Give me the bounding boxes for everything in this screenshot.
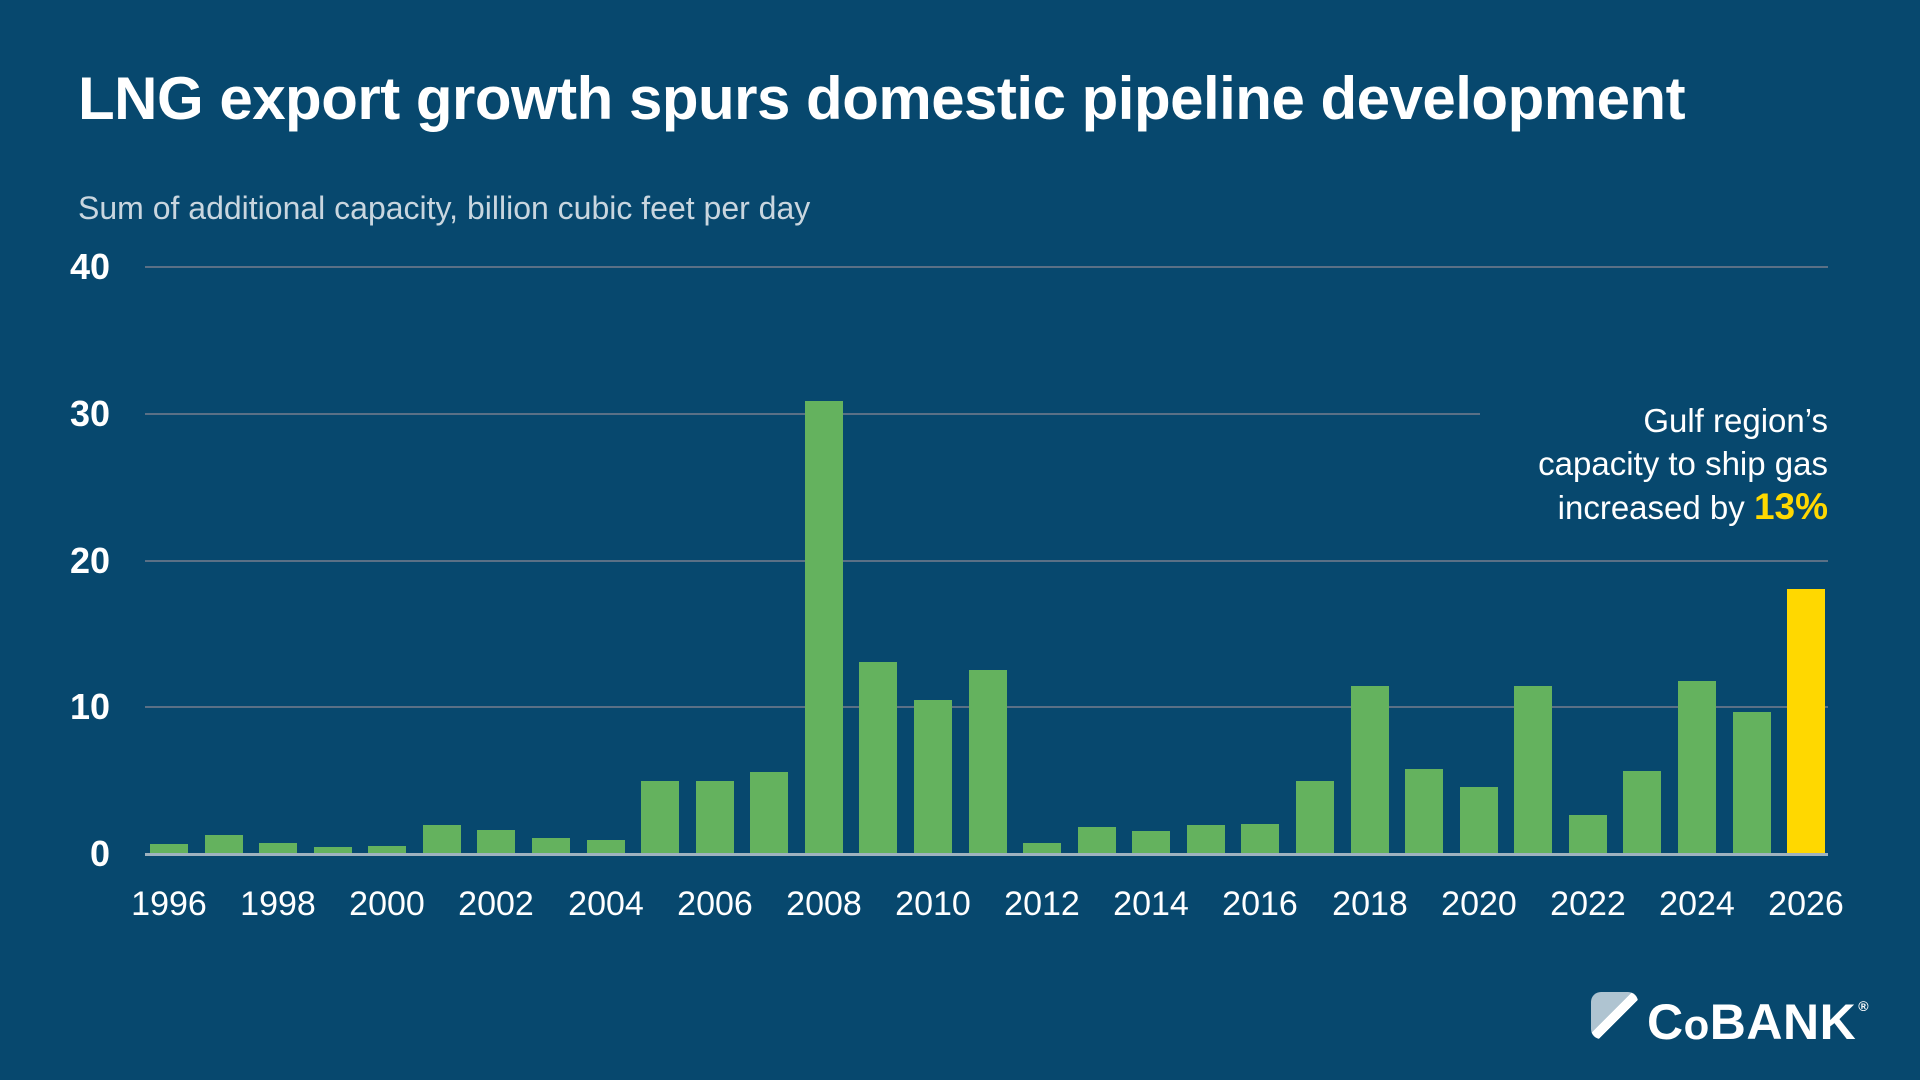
bar-2001 bbox=[423, 825, 461, 853]
bar-2026 bbox=[1787, 589, 1825, 853]
cobank-wordmark: CoBANK ® bbox=[1647, 983, 1869, 1048]
bar-2022 bbox=[1569, 815, 1607, 853]
bar-2024 bbox=[1678, 681, 1716, 853]
x-tick-label-1998: 1998 bbox=[240, 885, 316, 923]
bar-2016 bbox=[1241, 824, 1279, 853]
x-tick-label-2012: 2012 bbox=[1004, 885, 1080, 923]
y-tick-label-10: 10 bbox=[69, 686, 110, 727]
x-tick-label-2016: 2016 bbox=[1222, 885, 1298, 923]
x-tick-label-2018: 2018 bbox=[1332, 885, 1408, 923]
gridline-20 bbox=[145, 560, 1828, 562]
cobank-shield-icon bbox=[1591, 992, 1638, 1039]
bar-2006 bbox=[696, 781, 734, 853]
bar-2003 bbox=[532, 838, 570, 853]
bar-2005 bbox=[641, 781, 679, 853]
bar-2015 bbox=[1187, 825, 1225, 853]
logo-letter-c: C bbox=[1647, 994, 1684, 1050]
page-subtitle: Sum of additional capacity, billion cubi… bbox=[78, 190, 811, 226]
y-tick-label-20: 20 bbox=[69, 540, 110, 581]
x-tick-label-2000: 2000 bbox=[349, 885, 425, 923]
bar-2021 bbox=[1514, 686, 1552, 853]
x-tick-label-2004: 2004 bbox=[568, 885, 644, 923]
annotation-highlight-percent: 13% bbox=[1753, 486, 1828, 527]
annotation-line-1: Gulf region’s bbox=[1643, 402, 1828, 439]
annotation-line-2: capacity to ship gas bbox=[1538, 445, 1828, 482]
x-tick-label-2006: 2006 bbox=[677, 885, 753, 923]
bar-2014 bbox=[1132, 831, 1170, 853]
x-tick-label-2022: 2022 bbox=[1550, 885, 1626, 923]
x-axis-baseline bbox=[145, 853, 1828, 856]
bar-2000 bbox=[368, 846, 406, 853]
x-tick-label-2002: 2002 bbox=[458, 885, 534, 923]
bar-2023 bbox=[1623, 771, 1661, 853]
bar-2004 bbox=[587, 840, 625, 853]
x-tick-label-2024: 2024 bbox=[1659, 885, 1735, 923]
page-title: LNG export growth spurs domestic pipelin… bbox=[78, 65, 1686, 132]
x-tick-label-2020: 2020 bbox=[1441, 885, 1517, 923]
bar-2025 bbox=[1733, 712, 1771, 853]
x-tick-label-2014: 2014 bbox=[1113, 885, 1189, 923]
logo-letter-o: o bbox=[1683, 1001, 1710, 1048]
bar-2019 bbox=[1405, 769, 1443, 853]
x-tick-label-2010: 2010 bbox=[895, 885, 971, 923]
registered-trademark-icon: ® bbox=[1858, 998, 1870, 1014]
bar-1997 bbox=[205, 835, 243, 853]
bar-2007 bbox=[750, 772, 788, 853]
bar-2009 bbox=[859, 662, 897, 853]
y-tick-label-40: 40 bbox=[69, 246, 110, 287]
x-tick-label-1996: 1996 bbox=[131, 885, 207, 923]
bar-2011 bbox=[969, 670, 1007, 853]
logo-letters-bank: BANK bbox=[1709, 994, 1857, 1050]
annotation-line-3-prefix: increased by bbox=[1557, 489, 1754, 526]
x-tick-label-2026: 2026 bbox=[1768, 885, 1844, 923]
y-tick-label-30: 30 bbox=[69, 393, 110, 434]
bar-2020 bbox=[1460, 787, 1498, 853]
annotation-line-3: increased by 13% bbox=[1538, 485, 1828, 529]
bar-1999 bbox=[314, 847, 352, 853]
x-tick-label-2008: 2008 bbox=[786, 885, 862, 923]
bar-1998 bbox=[259, 843, 297, 853]
annotation-gulf-capacity: Gulf region’s capacity to ship gas incre… bbox=[1538, 399, 1828, 529]
gridline-40 bbox=[145, 266, 1828, 268]
cobank-logo: CoBANK ® bbox=[1591, 983, 1869, 1048]
bar-2017 bbox=[1296, 781, 1334, 853]
bar-2013 bbox=[1078, 827, 1116, 853]
y-tick-label-0: 0 bbox=[89, 833, 110, 874]
bar-2012 bbox=[1023, 843, 1061, 853]
bar-2002 bbox=[477, 830, 515, 853]
bar-2010 bbox=[914, 700, 952, 853]
bar-2018 bbox=[1351, 686, 1389, 853]
bar-chart-plot-area bbox=[145, 266, 1828, 856]
bar-1996 bbox=[150, 844, 188, 853]
bar-2008 bbox=[805, 401, 843, 853]
